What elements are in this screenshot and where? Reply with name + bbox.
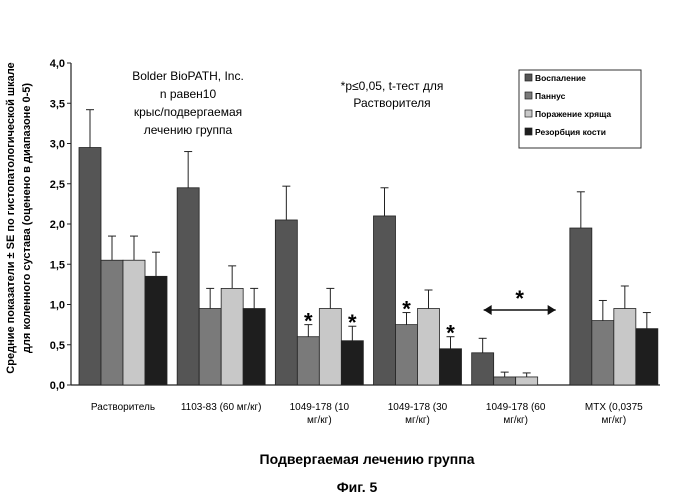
y-tick-label: 3,5 bbox=[50, 98, 65, 110]
legend-swatch bbox=[525, 128, 532, 135]
x-tick-label: 1049-178 (10 bbox=[290, 402, 350, 413]
bar bbox=[592, 321, 614, 385]
x-tick-label: мг/кг) bbox=[307, 415, 332, 426]
source-line-2: n равен10 bbox=[160, 87, 217, 101]
significance-marker: * bbox=[446, 321, 455, 346]
significance-note-line-2: Растворителя bbox=[353, 96, 430, 110]
bar bbox=[440, 349, 462, 385]
significance-note-line-1: *p≤0,05, t-тест для bbox=[341, 79, 444, 93]
bar bbox=[123, 260, 145, 385]
bar bbox=[374, 216, 396, 385]
significance-marker: * bbox=[515, 286, 524, 311]
bar bbox=[494, 377, 516, 385]
x-tick-label: мг/кг) bbox=[503, 415, 528, 426]
y-tick-label: 0,5 bbox=[50, 340, 65, 352]
legend-label: Паннус bbox=[535, 91, 566, 101]
significance-marker: * bbox=[402, 297, 411, 322]
y-tick-label: 3,0 bbox=[50, 139, 65, 151]
significance-arrow-head-right bbox=[548, 305, 556, 315]
legend-label: Поражение хряща bbox=[535, 109, 611, 119]
bar bbox=[516, 377, 538, 385]
bar bbox=[472, 353, 494, 385]
x-tick-label: МТХ (0,0375 bbox=[585, 402, 643, 413]
bar bbox=[319, 309, 341, 385]
bar bbox=[297, 337, 319, 385]
y-axis-label-line-2: для коленного сустава (оценено в диапазо… bbox=[21, 83, 33, 353]
significance-marker: * bbox=[348, 310, 357, 335]
bar bbox=[145, 276, 167, 385]
significance-arrow-head-left bbox=[484, 305, 492, 315]
figure-caption: Фиг. 5 bbox=[337, 479, 378, 495]
bar bbox=[570, 228, 592, 385]
source-line-1: Bolder BioPATH, Inc. bbox=[132, 69, 244, 83]
bar bbox=[79, 148, 101, 385]
x-axis-label: Подвергаемая лечению группа bbox=[260, 451, 475, 467]
bar bbox=[636, 329, 658, 385]
y-tick-label: 1,5 bbox=[50, 259, 65, 271]
y-tick-label: 2,5 bbox=[50, 179, 65, 191]
y-tick-label: 4,0 bbox=[50, 58, 65, 70]
x-tick-label: мг/кг) bbox=[602, 415, 627, 426]
source-line-3: крыс/подвергаемая bbox=[134, 105, 242, 119]
bar bbox=[418, 309, 440, 385]
significance-marker: * bbox=[304, 309, 313, 334]
source-line-4: лечению группа bbox=[144, 123, 233, 137]
y-tick-label: 2,0 bbox=[50, 219, 65, 231]
x-tick-label: мг/кг) bbox=[405, 415, 430, 426]
bar bbox=[396, 325, 418, 385]
y-axis-label-line-1: Средние показатели ± SE по гистопатологи… bbox=[5, 62, 17, 373]
y-axis-label: Средние показатели ± SE по гистопатологи… bbox=[5, 62, 33, 373]
y-tick-label: 1,0 bbox=[50, 300, 65, 312]
x-tick-label: 1049-178 (30 bbox=[388, 402, 448, 413]
bar bbox=[243, 309, 265, 385]
bar bbox=[341, 341, 363, 385]
bar bbox=[199, 309, 221, 385]
bar bbox=[275, 220, 297, 385]
legend-swatch bbox=[525, 110, 532, 117]
x-tick-label: Растворитель bbox=[91, 402, 155, 413]
legend-swatch bbox=[525, 74, 532, 81]
x-tick-label: 1103-83 (60 мг/кг) bbox=[181, 402, 262, 413]
x-tick-label: 1049-178 (60 bbox=[486, 402, 546, 413]
bar bbox=[614, 309, 636, 385]
legend-label: Резорбция кости bbox=[535, 127, 606, 137]
source-annotation: Bolder BioPATH, Inc. n равен10 крыс/подв… bbox=[132, 69, 244, 137]
legend-swatch bbox=[525, 92, 532, 99]
legend: Воспаление Паннус Поражение хряща Резорбция… bbox=[519, 70, 641, 148]
bar bbox=[177, 188, 199, 385]
significance-note: *p≤0,05, t-тест для Растворителя bbox=[341, 79, 444, 110]
bar bbox=[101, 260, 123, 385]
y-tick-label: 0,0 bbox=[50, 380, 65, 392]
bar bbox=[221, 288, 243, 385]
legend-label: Воспаление bbox=[535, 73, 586, 83]
